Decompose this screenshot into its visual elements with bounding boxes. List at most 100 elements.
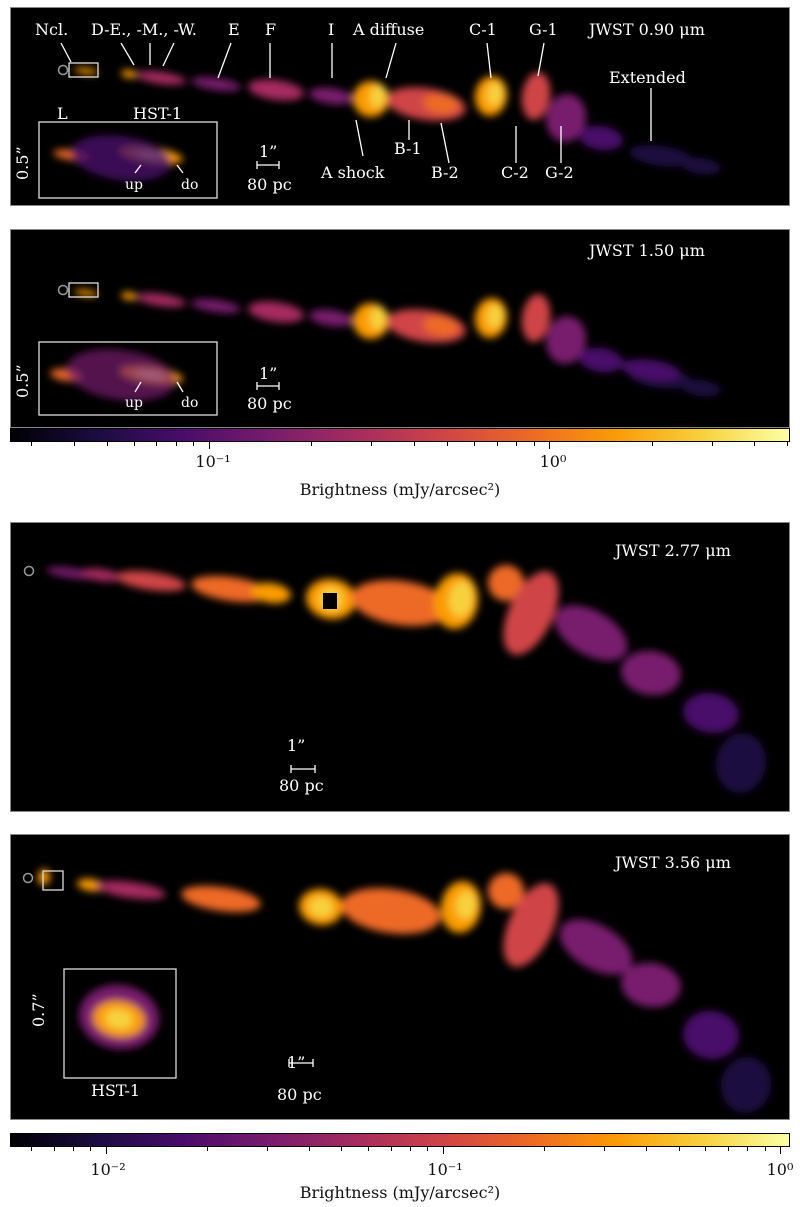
jet-emission <box>309 309 353 327</box>
colorbar-tick <box>209 442 211 449</box>
colorbar-tick <box>156 442 158 446</box>
jet-emission-group <box>37 869 772 1113</box>
colorbar-tick <box>516 442 518 446</box>
jet-emission <box>136 293 186 307</box>
colorbar-tick <box>780 1147 782 1154</box>
colorbar-tick <box>442 1147 444 1154</box>
colorbar-2-tick-label: 10⁻² <box>90 1160 126 1179</box>
jet-emission <box>521 72 551 120</box>
pointer-line <box>134 164 142 174</box>
jet-emission <box>191 77 241 91</box>
masked-pixels <box>323 593 337 609</box>
pointer-line <box>537 42 545 77</box>
panel-title: JWST 1.50 μm <box>589 241 705 260</box>
jet-emission-group <box>74 289 721 397</box>
colorbar-tick <box>410 1147 412 1151</box>
nucleus-marker <box>23 565 35 577</box>
jet-emission <box>683 1010 739 1060</box>
colorbar-1 <box>10 428 790 442</box>
pointer-line <box>217 42 232 79</box>
jet-emission <box>720 1057 772 1113</box>
jet-emission-group <box>79 984 159 1050</box>
scale-arcsec: 1” <box>287 736 306 755</box>
jet-emission <box>248 301 304 323</box>
colorbar-tick <box>533 442 535 446</box>
inset-label-up: up <box>125 177 143 193</box>
label-e: E <box>228 20 240 39</box>
colorbar-tick <box>727 1147 729 1151</box>
pointer-line <box>486 42 492 79</box>
jet-emission <box>116 570 186 592</box>
inset-frame <box>38 341 218 416</box>
jet-emission <box>486 82 504 106</box>
jet-emission <box>191 299 241 313</box>
inset-label-l: L <box>57 104 68 123</box>
jet-emission <box>121 291 137 301</box>
inset-frame <box>63 968 177 1079</box>
colorbar-tick <box>787 442 789 446</box>
jet-emission <box>681 157 721 175</box>
colorbar-2-tick-label: 10⁻¹ <box>427 1160 463 1179</box>
jet-emission <box>121 69 137 79</box>
colorbar-tick <box>549 442 551 449</box>
pointer-line <box>162 42 175 67</box>
jet-emission <box>369 84 387 108</box>
scale-arcsec: 1” <box>259 142 278 161</box>
panel-title: JWST 2.77 μm <box>615 541 731 560</box>
label-c1: C-1 <box>469 20 497 39</box>
nucleus-marker <box>57 284 69 296</box>
jet-emission <box>423 315 459 337</box>
jet-emission <box>66 349 176 401</box>
jet-emission <box>74 67 98 75</box>
jet-emission <box>681 379 721 397</box>
jet-emission <box>74 289 98 297</box>
nucleus-marker <box>22 872 34 884</box>
scale-arcsec: 1” <box>287 1053 306 1072</box>
jet-emission <box>309 896 333 918</box>
jet-emission <box>248 79 304 101</box>
jet-emission <box>545 316 587 364</box>
scale-arcsec: 1” <box>259 364 278 383</box>
scale-pc: 80 pc <box>277 1085 322 1104</box>
jet-emission <box>521 294 551 342</box>
colorbar-tick <box>368 1147 370 1151</box>
colorbar-tick <box>645 1147 647 1151</box>
colorbar-tick <box>413 442 415 446</box>
colorbar-tick <box>603 1147 605 1151</box>
colorbar-tick <box>73 1147 75 1151</box>
label-d-knots: D-E., -M., -W. <box>91 20 197 39</box>
jet-emission <box>715 733 767 793</box>
label-a-shock: A shock <box>321 163 385 182</box>
label-i: I <box>328 20 335 39</box>
colorbar-2-tick-label: 10⁰ <box>766 1160 794 1179</box>
pointer-line <box>60 42 72 63</box>
colorbar-tick <box>678 1147 680 1151</box>
colorbar-tick <box>31 442 33 446</box>
jet-image <box>38 282 721 416</box>
inset-size-label: 0.5” <box>13 146 32 180</box>
inset-label-do: do <box>181 177 199 193</box>
jet-emission <box>579 347 623 373</box>
colorbar-2 <box>10 1133 790 1147</box>
jet-image <box>38 42 721 199</box>
colorbar-tick <box>711 442 713 446</box>
label-f: F <box>265 20 277 39</box>
scale-pc: 80 pc <box>247 175 292 194</box>
label-ncl: Ncl. <box>35 20 69 39</box>
colorbar-tick <box>754 442 756 446</box>
jet-emission <box>503 883 559 967</box>
jet-emission <box>341 888 441 934</box>
jet-emission <box>77 878 105 892</box>
jet-emission <box>423 93 459 115</box>
jet-emission <box>621 962 681 1008</box>
colorbar-tick <box>90 1147 92 1151</box>
panel-title: JWST 0.90 μm <box>589 20 705 39</box>
hst1-box <box>42 870 64 891</box>
colorbar-tick <box>747 1147 749 1151</box>
jet-emission <box>621 359 681 381</box>
colorbar-tick <box>390 1147 392 1151</box>
label-a-diffuse: A diffuse <box>353 20 425 39</box>
jet-emission <box>503 571 559 655</box>
colorbar-tick <box>764 1147 766 1151</box>
colorbar-tick <box>30 1147 32 1151</box>
